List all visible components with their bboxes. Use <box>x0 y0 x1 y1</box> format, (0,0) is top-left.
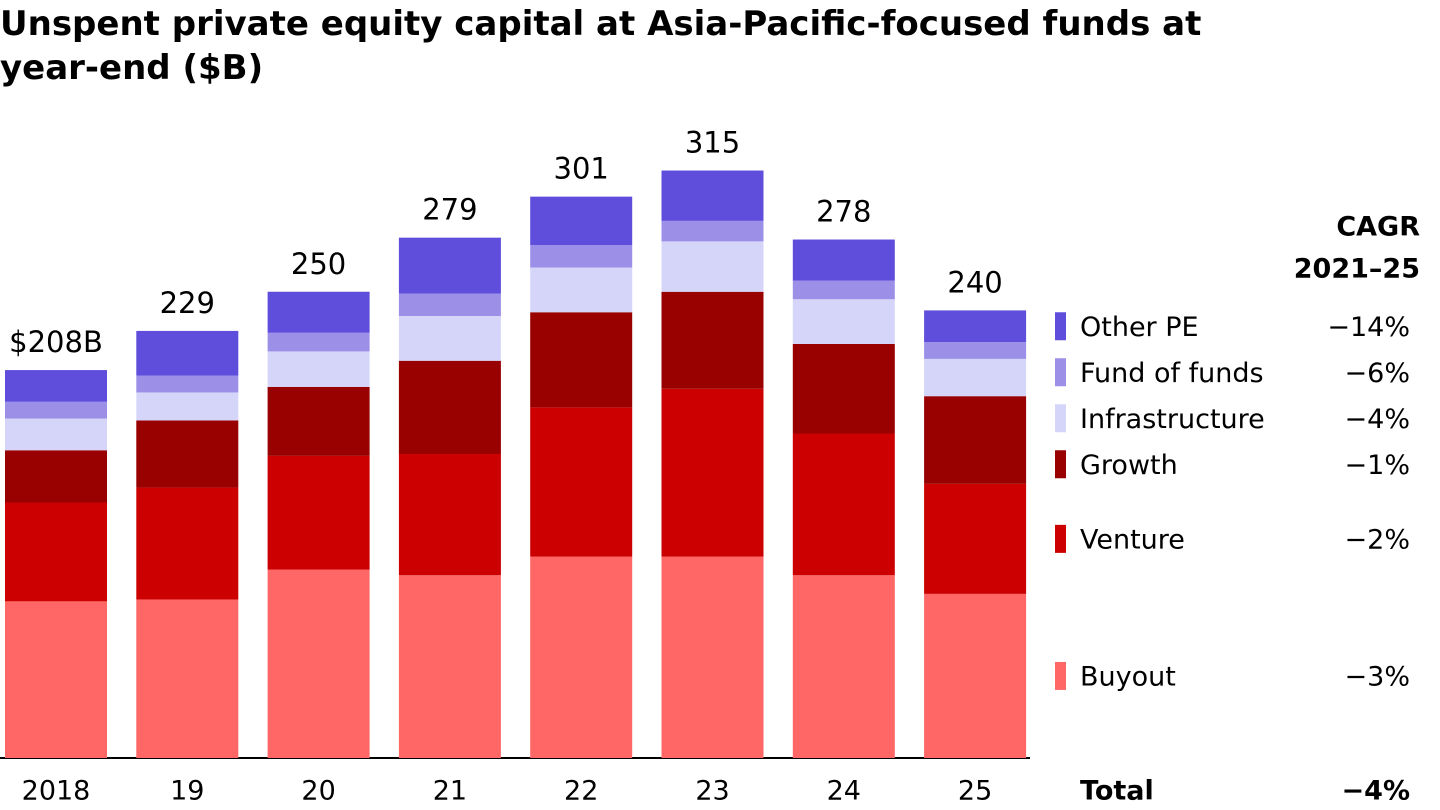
cagr-header: 2021–25 <box>1294 254 1420 285</box>
chart-title: Unspent private equity capital at Asia-P… <box>0 4 1202 88</box>
total-label: 301 <box>554 152 609 186</box>
legend-label: Growth <box>1080 450 1178 481</box>
bar-segment <box>924 358 1027 397</box>
x-tick-label: 24 <box>827 776 861 807</box>
bar-segment <box>661 170 764 221</box>
bar-segment <box>5 418 107 451</box>
bar-segment <box>661 388 764 557</box>
bar-segment <box>136 487 239 600</box>
bar-segment <box>530 407 633 557</box>
bar-segment <box>267 455 370 570</box>
bar-segment <box>661 291 764 389</box>
bar-segment <box>924 483 1027 594</box>
bar-segment <box>136 420 239 488</box>
bar-segment <box>398 575 501 758</box>
bar-segment <box>530 267 633 313</box>
bar-segment <box>136 392 239 421</box>
cagr-value: −2% <box>1345 524 1410 555</box>
x-tick-label: 23 <box>695 776 729 807</box>
bar-segment <box>530 556 633 758</box>
bar-segment <box>398 315 501 361</box>
bar-segment <box>267 291 370 333</box>
bar-segment <box>267 332 370 352</box>
cagr-value: −4% <box>1345 404 1410 435</box>
bar-segment <box>924 593 1027 758</box>
bar-segment <box>267 351 370 387</box>
total-label: 315 <box>685 126 740 160</box>
cagr-value: −3% <box>1345 661 1410 692</box>
cagr-header: CAGR <box>1336 212 1420 243</box>
bar-segment <box>530 245 633 268</box>
x-tick-label: 22 <box>564 776 598 807</box>
bar-segment <box>398 237 501 294</box>
bar-segment <box>267 569 370 758</box>
cagr-value: −6% <box>1345 358 1410 389</box>
bar-segment <box>530 196 633 246</box>
total-label: 240 <box>947 265 1002 299</box>
bar-segment <box>398 360 501 455</box>
bar-segment <box>5 370 107 402</box>
bar-segment <box>5 502 107 602</box>
legend-label: Infrastructure <box>1080 404 1265 435</box>
cagr-value: −1% <box>1345 450 1410 481</box>
x-tick-label: 21 <box>433 776 467 807</box>
bar-segment <box>530 312 633 408</box>
legend-label: Fund of funds <box>1080 358 1264 389</box>
bar-segment <box>661 220 764 242</box>
bar-segment <box>924 396 1027 484</box>
legend-swatch <box>1055 450 1066 479</box>
legend-label: Buyout <box>1080 661 1176 692</box>
bar-segment <box>5 601 107 758</box>
legend-swatch <box>1055 404 1066 433</box>
bar-segment <box>136 599 239 758</box>
bar-segment <box>792 433 895 576</box>
bar-segment <box>792 280 895 300</box>
total-label: 250 <box>291 247 346 281</box>
x-tick-label: 25 <box>958 776 992 807</box>
bar-segment <box>398 454 501 576</box>
total-label: 279 <box>422 193 477 227</box>
bar-segment <box>136 375 239 393</box>
bar-segment <box>5 450 107 503</box>
bar-segment <box>5 401 107 419</box>
legend-label: Venture <box>1080 524 1185 555</box>
bar-segment <box>792 299 895 344</box>
x-tick-label: 19 <box>170 776 204 807</box>
legend-swatch <box>1055 312 1066 341</box>
legend-swatch <box>1055 524 1066 553</box>
total-label: Total <box>1080 776 1154 807</box>
total-cagr: −4% <box>1342 776 1410 807</box>
bar-segment <box>792 575 895 758</box>
legend-swatch <box>1055 661 1066 690</box>
total-label: 229 <box>160 286 215 320</box>
bar-segment <box>267 386 370 456</box>
bar-segment <box>792 239 895 281</box>
legend-swatch <box>1055 358 1066 387</box>
bar-segment <box>661 556 764 758</box>
bar-segment <box>792 343 895 434</box>
total-label: 278 <box>816 195 871 229</box>
bar-segment <box>924 342 1027 359</box>
bar-segment <box>924 310 1027 343</box>
x-tick-label: 2018 <box>22 776 91 807</box>
bar-segment <box>661 241 764 292</box>
bar-segment <box>398 293 501 316</box>
cagr-value: −14% <box>1327 312 1410 343</box>
total-label: $208B <box>9 325 103 359</box>
bar-segment <box>136 330 239 376</box>
legend-label: Other PE <box>1080 312 1199 343</box>
x-tick-label: 20 <box>301 776 335 807</box>
